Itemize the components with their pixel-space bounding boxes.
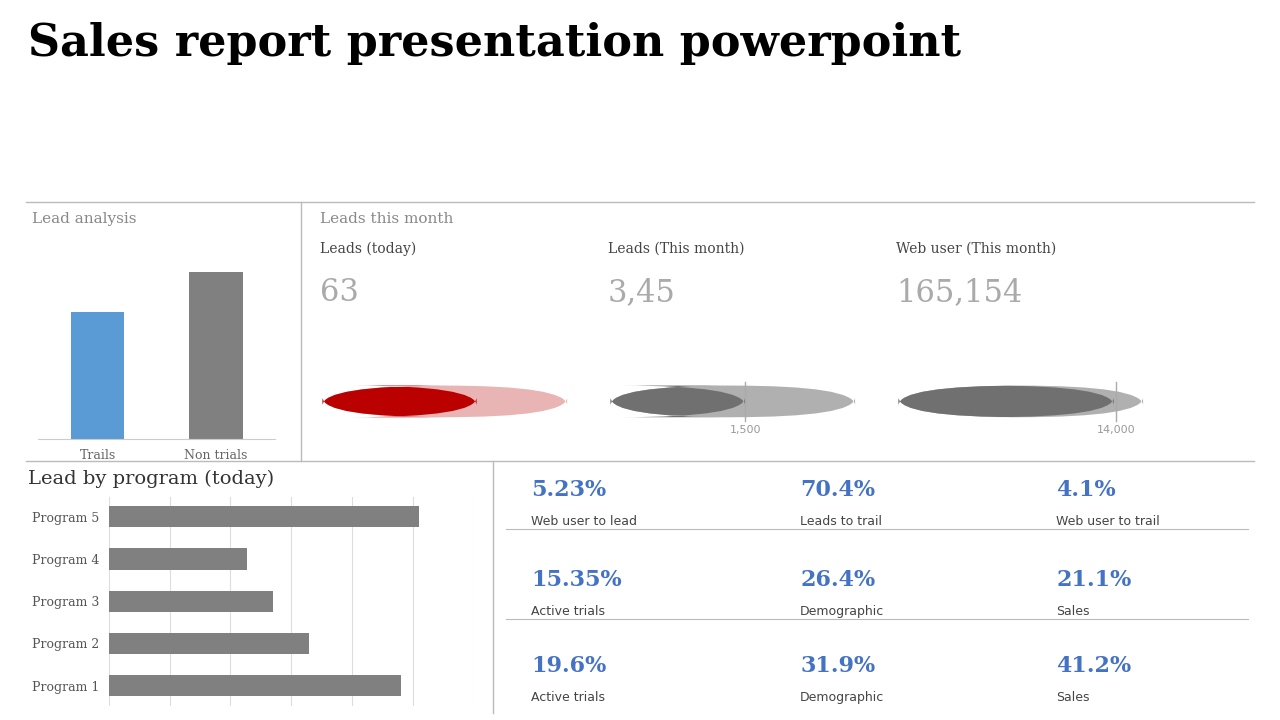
Text: 4.1%: 4.1% [1056, 479, 1116, 501]
Bar [70, 312, 124, 439]
Text: Lead by program (today): Lead by program (today) [28, 469, 274, 487]
Text: Active trials: Active trials [531, 605, 605, 618]
Text: Lead analysis: Lead analysis [32, 212, 137, 226]
Text: 26.4%: 26.4% [800, 569, 876, 591]
Text: 1,500: 1,500 [730, 425, 762, 435]
Bar [109, 549, 247, 570]
FancyBboxPatch shape [323, 386, 567, 418]
Text: Leads (This month): Leads (This month) [608, 241, 745, 255]
Text: 70.4%: 70.4% [800, 479, 876, 501]
Text: Sales: Sales [1056, 691, 1089, 704]
Text: Leads (today): Leads (today) [320, 241, 416, 256]
FancyBboxPatch shape [611, 386, 745, 418]
Text: 165,154: 165,154 [896, 277, 1023, 308]
Text: Web user to trail: Web user to trail [1056, 515, 1160, 528]
Text: Leads this month: Leads this month [320, 212, 453, 226]
Text: 3,45: 3,45 [608, 277, 676, 308]
Text: Web user (This month): Web user (This month) [896, 241, 1056, 255]
Text: 14,000: 14,000 [1097, 425, 1135, 435]
Bar [109, 633, 310, 654]
Text: 15.35%: 15.35% [531, 569, 622, 591]
Text: Demographic: Demographic [800, 605, 884, 618]
Text: Web user to lead: Web user to lead [531, 515, 637, 528]
Bar [109, 675, 401, 696]
Bar [109, 506, 419, 527]
FancyBboxPatch shape [323, 386, 476, 418]
Bar [109, 590, 273, 612]
Text: 31.9%: 31.9% [800, 655, 876, 678]
FancyBboxPatch shape [899, 386, 1114, 418]
Text: 5.23%: 5.23% [531, 479, 607, 501]
Text: Sales: Sales [1056, 605, 1089, 618]
Text: Sales report presentation powerpoint: Sales report presentation powerpoint [28, 22, 961, 65]
Text: 41.2%: 41.2% [1056, 655, 1132, 678]
Text: Demographic: Demographic [800, 691, 884, 704]
Text: 19.6%: 19.6% [531, 655, 607, 678]
Text: 63: 63 [320, 277, 358, 308]
Bar [189, 272, 243, 439]
FancyBboxPatch shape [899, 386, 1143, 418]
Text: Active trials: Active trials [531, 691, 605, 704]
Text: 21.1%: 21.1% [1056, 569, 1132, 591]
FancyBboxPatch shape [611, 386, 855, 418]
Text: Leads to trail: Leads to trail [800, 515, 882, 528]
